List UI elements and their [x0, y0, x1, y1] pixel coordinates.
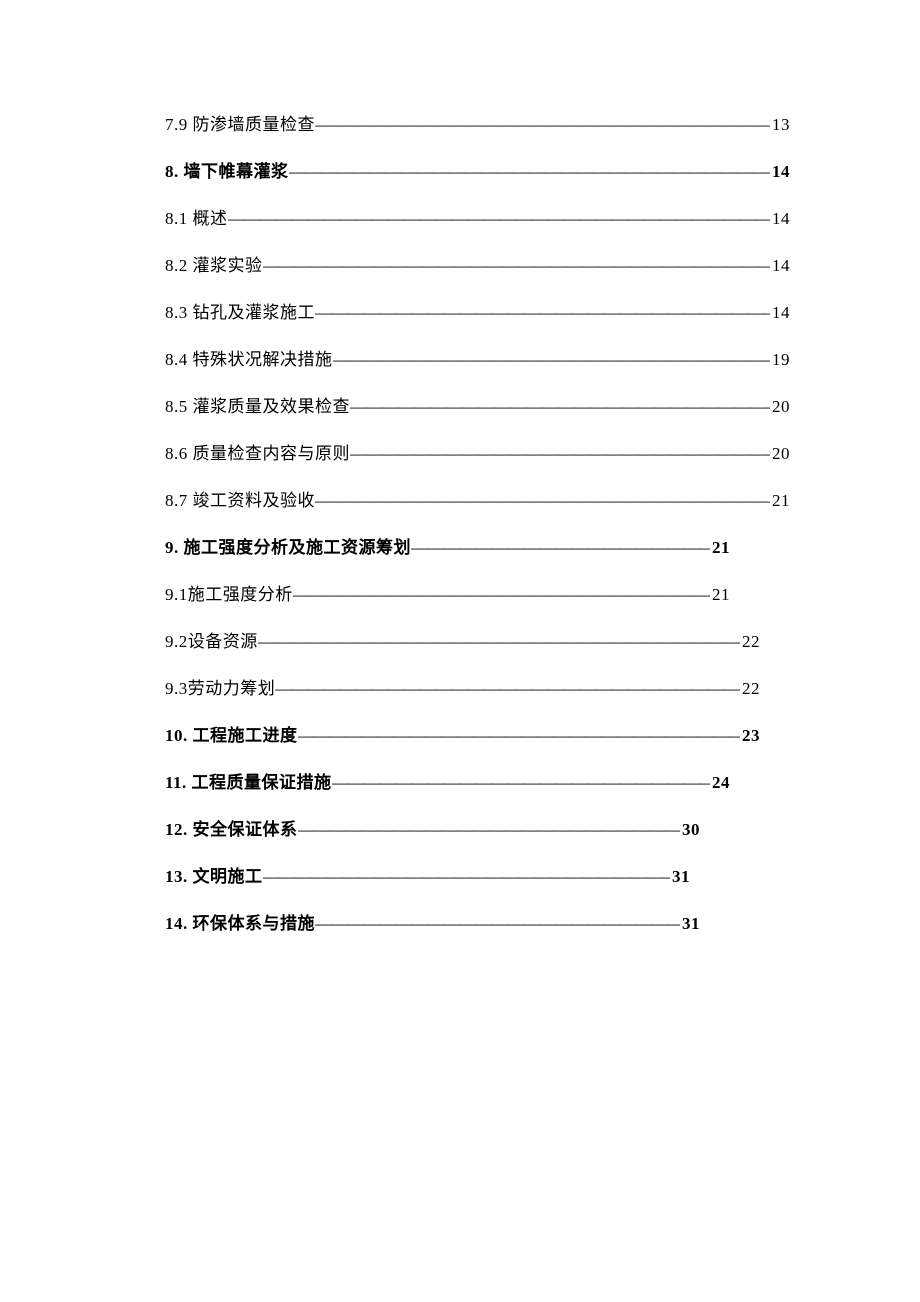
toc-entry-page: 13 [770, 115, 790, 135]
toc-entry: 9.3劳动力筹划————————————————————————————————… [165, 674, 790, 699]
toc-entry: 14. 环保体系与措施—————————————————————————————… [165, 909, 790, 934]
toc-leader: ————————————————————————————————————————… [228, 209, 771, 229]
toc-leader: ————————————————————————————————————————… [315, 303, 770, 323]
toc-entry: 12. 安全保证体系——————————————————————————————… [165, 815, 790, 840]
toc-entry-label: 9.1施工强度分析 [165, 580, 293, 605]
toc-entry-label: 10. 工程施工进度 [165, 721, 298, 746]
toc-entry-page: 31 [670, 867, 690, 887]
toc-entry: 8.2 灌浆实验————————————————————————————————… [165, 251, 790, 276]
toc-entry: 7.9 防渗墙质量检查—————————————————————————————… [165, 110, 790, 135]
toc-entry-label: 8.2 灌浆实验 [165, 251, 263, 276]
toc-leader: ————————————————————————————————————————… [350, 444, 770, 464]
toc-entry: 8.4 特殊状况解决措施————————————————————————————… [165, 345, 790, 370]
toc-entry-label: 7.9 防渗墙质量检查 [165, 110, 315, 135]
toc-entry-page: 22 [740, 679, 760, 699]
toc-entry-page: 31 [680, 914, 700, 934]
toc-entry-label: 9. 施工强度分析及施工资源筹划 [165, 533, 411, 558]
toc-leader: ————————————————————————————————————————… [293, 585, 710, 605]
toc-leader: ————————————————————————————————————————… [315, 491, 770, 511]
toc-leader: ————————————————————————————————————————… [263, 256, 771, 276]
toc-entry: 9.1施工强度分析———————————————————————————————… [165, 580, 790, 605]
toc-leader: ————————————————————————————————————————… [315, 115, 770, 135]
toc-leader: ————————————————————————————————————————… [333, 350, 771, 370]
toc-entry-page: 22 [740, 632, 760, 652]
toc-entry-label: 11. 工程质量保证措施 [165, 768, 332, 793]
toc-entry: 8. 墙下帷幕灌浆———————————————————————————————… [165, 157, 790, 182]
toc-leader: ————————————————————————————————————————… [258, 632, 740, 652]
toc-entry: 8.7 竣工资料及验收—————————————————————————————… [165, 486, 790, 511]
toc-leader: ————————————————————————————————————————… [350, 397, 770, 417]
toc-leader: ————————————————————————————————————————… [332, 773, 710, 793]
toc-entry-label: 9.3劳动力筹划 [165, 674, 275, 699]
toc-entry-page: 19 [770, 350, 790, 370]
toc-entry-page: 24 [710, 773, 730, 793]
toc-entry-label: 8.6 质量检查内容与原则 [165, 439, 350, 464]
toc-entry-label: 8.4 特殊状况解决措施 [165, 345, 333, 370]
toc-entry: 11. 工程质量保证措施————————————————————————————… [165, 768, 790, 793]
toc-entry-page: 14 [770, 303, 790, 323]
toc-page: 7.9 防渗墙质量检查—————————————————————————————… [0, 0, 920, 934]
toc-entry: 10. 工程施工进度——————————————————————————————… [165, 721, 790, 746]
toc-entry-page: 14 [770, 256, 790, 276]
toc-entry: 8.6 质量检查内容与原则———————————————————————————… [165, 439, 790, 464]
toc-leader: ————————————————————————————————————————… [263, 867, 671, 887]
toc-entry-label: 8.3 钻孔及灌浆施工 [165, 298, 315, 323]
toc-entry-label: 8. 墙下帷幕灌浆 [165, 157, 289, 182]
toc-leader: ————————————————————————————————————————… [411, 538, 710, 558]
toc-entry-page: 21 [770, 491, 790, 511]
toc-entry-page: 20 [770, 397, 790, 417]
toc-entry-page: 21 [710, 585, 730, 605]
toc-entry-page: 21 [710, 538, 730, 558]
toc-entry-label: 9.2设备资源 [165, 627, 258, 652]
toc-entry-page: 20 [770, 444, 790, 464]
toc-leader: ————————————————————————————————————————… [275, 679, 740, 699]
toc-entry-page: 14 [770, 162, 790, 182]
toc-leader: ————————————————————————————————————————… [298, 820, 681, 840]
toc-list: 7.9 防渗墙质量检查—————————————————————————————… [165, 110, 790, 934]
toc-entry: 8.3 钻孔及灌浆施工—————————————————————————————… [165, 298, 790, 323]
toc-entry-page: 14 [770, 209, 790, 229]
toc-entry-page: 23 [740, 726, 760, 746]
toc-entry: 8.5 灌浆质量及效果检查———————————————————————————… [165, 392, 790, 417]
toc-entry-label: 8.7 竣工资料及验收 [165, 486, 315, 511]
toc-entry: 9.2设备资源—————————————————————————————————… [165, 627, 790, 652]
toc-entry-label: 12. 安全保证体系 [165, 815, 298, 840]
toc-leader: ————————————————————————————————————————… [298, 726, 741, 746]
toc-entry: 8.1 概述——————————————————————————————————… [165, 204, 790, 229]
toc-entry-label: 14. 环保体系与措施 [165, 909, 315, 934]
toc-entry: 9. 施工强度分析及施工资源筹划————————————————————————… [165, 533, 790, 558]
toc-leader: ————————————————————————————————————————… [289, 162, 771, 182]
toc-entry-page: 30 [680, 820, 700, 840]
toc-entry-label: 13. 文明施工 [165, 862, 263, 887]
toc-entry-label: 8.5 灌浆质量及效果检查 [165, 392, 350, 417]
toc-leader: ————————————————————————————————————————… [315, 914, 680, 934]
toc-entry: 13. 文明施工————————————————————————————————… [165, 862, 790, 887]
toc-entry-label: 8.1 概述 [165, 204, 228, 229]
